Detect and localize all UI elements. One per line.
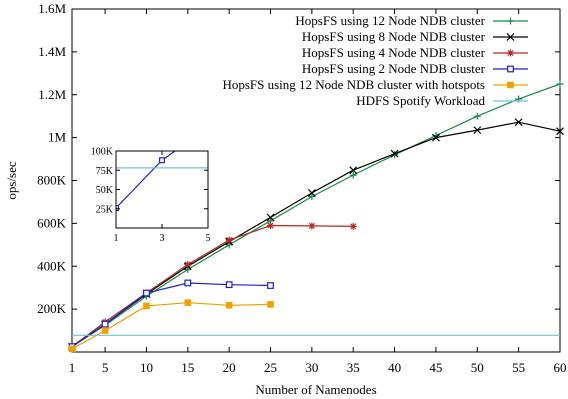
y-tick-label: 400K	[37, 258, 67, 273]
data-point	[473, 112, 481, 120]
legend-label: HopsFS using 4 Node NDB cluster	[302, 45, 486, 60]
legend-marker	[507, 49, 514, 57]
data-point	[184, 299, 192, 306]
y-tick-label: 1.2M	[38, 87, 66, 102]
data-point	[101, 327, 109, 334]
inset-x-tick-label: 5	[206, 233, 211, 244]
data-point	[267, 222, 275, 230]
series	[68, 222, 357, 351]
legend-label: HDFS Spotify Workload	[356, 93, 485, 108]
inset-series	[116, 126, 211, 211]
y-tick-label: 1M	[48, 130, 67, 145]
inset-y-tick-label: 75K	[96, 166, 114, 177]
main-plot: 1 5 10 15 20 25 30 35 40 45 50 55 60200K400K600K800K…	[37, 1, 566, 375]
data-point	[184, 261, 192, 269]
data-point	[308, 222, 316, 230]
x-tick-label: 1	[69, 360, 76, 375]
x-tick-label: 60	[554, 360, 567, 375]
inset-plot: 1 3 5 25K 50K 75K 100K	[91, 126, 211, 245]
x-tick-label: 30	[305, 360, 318, 375]
data-point	[266, 213, 275, 222]
data-point	[68, 345, 76, 353]
inset-y-tick-label: 100K	[91, 147, 114, 158]
y-axis-label: ops/sec	[4, 161, 19, 200]
data-point	[556, 80, 564, 88]
data-point	[225, 301, 233, 309]
series	[68, 299, 274, 353]
x-tick-label: 50	[471, 360, 484, 375]
data-point	[556, 127, 564, 136]
y-tick-label: 1.6M	[38, 1, 66, 16]
data-point	[349, 166, 358, 175]
inset-y-tick-label: 50K	[96, 185, 114, 196]
series-line	[71, 302, 271, 350]
data-point	[267, 282, 274, 289]
inset-data-point	[159, 157, 166, 164]
x-tick-label: 40	[388, 360, 401, 375]
x-tick-label: 55	[512, 360, 525, 375]
x-tick-label: 15	[181, 360, 194, 375]
series-line	[71, 224, 354, 348]
data-point	[308, 193, 316, 201]
data-point	[225, 281, 233, 289]
inset-data-point	[116, 204, 119, 211]
x-axis-label: Number of Namenodes	[255, 382, 376, 397]
inset-x-tick-label: 3	[160, 233, 165, 244]
data-point	[143, 302, 150, 310]
data-point	[349, 222, 357, 230]
data-point	[101, 320, 109, 328]
x-tick-label: 5	[102, 360, 109, 375]
legend-label: HopsFS using 8 Node NDB cluster	[302, 29, 486, 44]
legend-marker	[507, 17, 514, 25]
x-tick-label: 10	[140, 360, 153, 375]
inset-data-point	[206, 126, 211, 131]
legend-marker	[506, 33, 515, 41]
legend-marker	[507, 65, 514, 73]
data-point	[390, 149, 399, 158]
x-tick-label: 45	[429, 360, 442, 375]
x-tick-label: 25	[264, 360, 277, 375]
y-tick-label: 200K	[37, 301, 67, 316]
legend-label: HopsFS using 2 Node NDB cluster	[302, 61, 486, 76]
data-point	[473, 126, 482, 135]
series	[68, 279, 274, 351]
data-point	[184, 279, 192, 287]
legend-label: HopsFS using 12 Node NDB cluster with ho…	[222, 77, 485, 92]
legend-marker	[507, 81, 514, 89]
data-point	[307, 189, 316, 197]
x-tick-label: 20	[223, 360, 236, 375]
inset-series-group	[116, 126, 211, 211]
inset-x-tick-label: 1	[114, 233, 119, 244]
legend-label: HopsFS using 12 Node NDB cluster	[295, 13, 485, 28]
data-point	[143, 289, 150, 297]
data-point	[225, 236, 233, 244]
series-line	[71, 282, 271, 348]
data-point	[349, 171, 357, 179]
y-tick-label: 1.4M	[38, 44, 66, 59]
x-tick-label: 35	[347, 360, 360, 375]
y-tick-label: 800K	[37, 173, 67, 188]
data-point	[267, 301, 274, 308]
y-tick-label: 600K	[37, 215, 67, 230]
inset-y-tick-label: 25K	[96, 204, 114, 215]
data-point	[432, 133, 440, 142]
data-point	[514, 118, 523, 127]
